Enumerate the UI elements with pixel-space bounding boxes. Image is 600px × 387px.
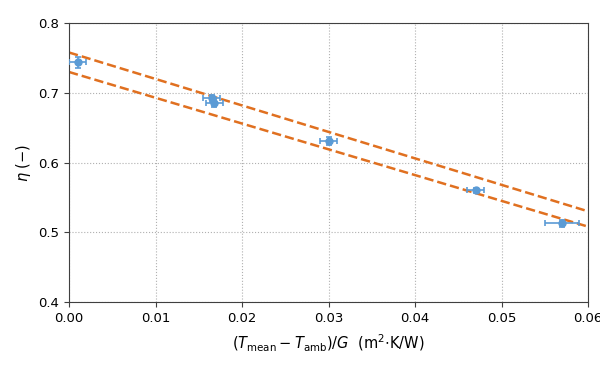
Y-axis label: $\eta$ (${-}$): $\eta$ (${-}$)	[14, 144, 33, 182]
X-axis label: $(T_{\mathrm{mean}} - T_{\mathrm{amb}})/G$  (m$^2{\cdot}$K/W): $(T_{\mathrm{mean}} - T_{\mathrm{amb}})/…	[232, 333, 425, 354]
